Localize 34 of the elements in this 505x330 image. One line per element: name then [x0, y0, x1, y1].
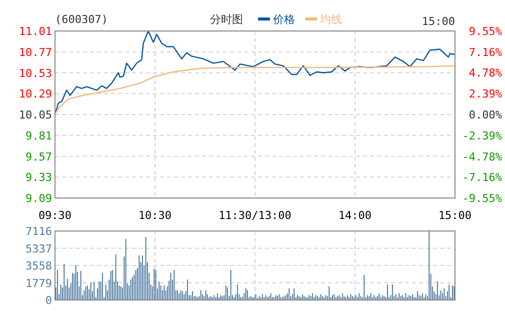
line-series — [54, 65, 456, 116]
chart-subtitle: 分时图 — [210, 13, 243, 26]
text: 15:00 — [422, 15, 455, 28]
x-tick-label: 14:00 — [338, 209, 372, 222]
x-tick-label: 10:30 — [138, 209, 172, 222]
y2-tick-label: 2.39% — [468, 88, 502, 101]
y-tick-label: 9.33 — [26, 171, 52, 184]
y-tick-label: 10.05 — [18, 108, 52, 122]
y2-tick-label: -4.78% — [462, 150, 502, 164]
y2-tick-label: 0.00% — [468, 108, 502, 122]
y2-tick-label: 9.55% — [468, 25, 502, 38]
y-tick-label: 9.81 — [26, 129, 52, 142]
y2-tick-label: -7.16% — [462, 171, 502, 184]
y2-tick-label: 4.78% — [468, 66, 502, 80]
y-tick-label: 10.77 — [18, 46, 52, 59]
x-tick-label: 11:30/13:00 — [218, 209, 292, 222]
x-tick-label: 09:30 — [38, 209, 72, 222]
y-tick-label: 1779 — [26, 276, 52, 290]
chart-title: (600307) — [55, 13, 108, 26]
y2-tick-label: -2.39% — [462, 129, 502, 142]
y-tick-label: 10.29 — [18, 88, 52, 101]
y-tick-label: 9.57 — [26, 150, 52, 164]
legend-label: 均线 — [319, 13, 342, 26]
y-tick-label: 10.53 — [18, 66, 52, 80]
x-tick-label: 15:00 — [438, 209, 472, 222]
y-tick-label: 3558 — [26, 260, 52, 272]
y2-tick-label: 7.16% — [468, 46, 502, 59]
y-tick-label: 5337 — [26, 242, 52, 256]
y2-tick-label: -9.55% — [462, 192, 502, 205]
legend-label: 价格 — [272, 13, 295, 26]
y-tick-label: 11.01 — [18, 25, 52, 38]
y-tick-label: 9.09 — [26, 192, 52, 205]
y-tick-label: 7116 — [26, 225, 52, 238]
y-tick-label: 0 — [45, 294, 52, 307]
